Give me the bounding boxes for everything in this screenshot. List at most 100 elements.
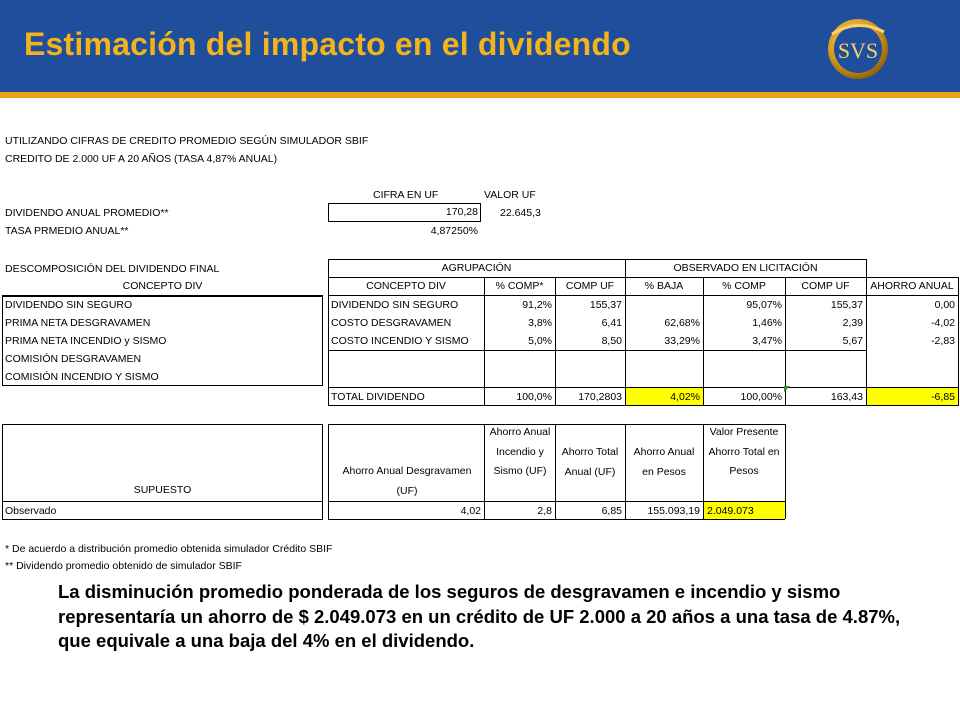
header-bar bbox=[0, 0, 960, 92]
table-cell: 155,37 bbox=[589, 299, 622, 311]
left-items-box bbox=[2, 296, 323, 386]
col-header: % BAJA bbox=[644, 280, 684, 292]
table-cell: 2,39 bbox=[842, 317, 863, 329]
left-concepto-header: CONCEPTO DIV bbox=[122, 280, 203, 292]
savings-header: Ahorro Anual Incendio y Sismo (UF) bbox=[489, 426, 551, 477]
grid-line bbox=[785, 277, 786, 405]
footnote-2: ** Dividendo promedio obtenido de simula… bbox=[5, 560, 242, 572]
savings-header: Ahorro Anual en Pesos bbox=[633, 446, 695, 478]
grid-line bbox=[555, 277, 556, 405]
grid-line bbox=[703, 277, 704, 405]
grid-line bbox=[328, 350, 866, 351]
grid-line bbox=[328, 519, 785, 520]
grid-line bbox=[785, 424, 786, 519]
svg-text:SVS: SVS bbox=[838, 38, 878, 63]
header-accent-stripe bbox=[0, 92, 960, 98]
intro-line-2: CREDITO DE 2.000 UF A 20 AÑOS (TASA 4,87… bbox=[5, 153, 278, 165]
total-cell: -6,85 bbox=[931, 391, 955, 403]
col-header: % COMP* bbox=[495, 280, 544, 292]
col-header: COMP UF bbox=[565, 280, 615, 292]
comment-marker-icon bbox=[784, 386, 790, 392]
total-cell: 163,43 bbox=[830, 391, 863, 403]
page-title: Estimación del impacto en el dividendo bbox=[24, 26, 631, 62]
tasa-value: 4,87250% bbox=[430, 225, 478, 237]
table-cell: 95,07% bbox=[746, 299, 782, 311]
grid-line bbox=[484, 424, 485, 519]
observado-label: Observado bbox=[5, 505, 57, 517]
grid-line bbox=[328, 259, 329, 405]
conclusion-paragraph: La disminución promedio ponderada de los… bbox=[58, 581, 901, 651]
table-cell: 91,2% bbox=[522, 299, 552, 311]
table-cell: 5,0% bbox=[528, 335, 552, 347]
table-cell: 33,29% bbox=[664, 335, 700, 347]
tasa-label: TASA PRMEDIO ANUAL** bbox=[5, 225, 129, 237]
footnote-1: * De acuerdo a distribución promedio obt… bbox=[5, 543, 333, 555]
total-cell: 170,2803 bbox=[578, 391, 622, 403]
table-cell: 8,50 bbox=[601, 335, 622, 347]
supuesto-header: SUPUESTO bbox=[133, 484, 192, 496]
dividendo-value-box bbox=[328, 203, 481, 222]
svs-logo: SVS bbox=[828, 19, 888, 79]
grid-line bbox=[625, 259, 626, 405]
dividendo-value: 170,28 bbox=[445, 206, 478, 218]
savings-header: Valor Presente Ahorro Total en Pesos bbox=[708, 426, 780, 477]
grid-line bbox=[328, 424, 329, 519]
group-agrupacion: AGRUPACIÓN bbox=[441, 262, 512, 274]
grid-line bbox=[328, 259, 866, 260]
table-cell: 0,00 bbox=[934, 299, 955, 311]
left-item: PRIMA NETA INCENDIO y SISMO bbox=[5, 335, 167, 347]
group-observado: OBSERVADO EN LICITACIÓN bbox=[673, 262, 818, 274]
highlight-ahorro-total bbox=[866, 388, 958, 405]
grid-line bbox=[866, 259, 867, 405]
grid-line bbox=[328, 387, 959, 388]
grid-line bbox=[328, 277, 959, 278]
table-cell: 3,47% bbox=[752, 335, 782, 347]
table-cell: COSTO DESGRAVAMEN bbox=[331, 317, 452, 329]
total-cell: 100,0% bbox=[516, 391, 552, 403]
dividendo-label: DIVIDENDO ANUAL PROMEDIO** bbox=[5, 207, 169, 219]
savings-value: 6,85 bbox=[601, 505, 622, 517]
table-cell: -2,83 bbox=[931, 335, 955, 347]
highlight-valor-presente bbox=[703, 502, 785, 519]
grid-line bbox=[328, 424, 785, 425]
col-header: COMP UF bbox=[801, 280, 850, 292]
left-item: DIVIDENDO SIN SEGURO bbox=[5, 299, 133, 311]
table-cell: 6,41 bbox=[601, 317, 622, 329]
col-header: CONCEPTO DIV bbox=[366, 280, 446, 292]
grid-line bbox=[2, 501, 323, 502]
table-cell: 3,8% bbox=[528, 317, 552, 329]
savings-header: Ahorro Anual Desgravamen (UF) bbox=[342, 465, 472, 497]
table-cell: 155,37 bbox=[830, 299, 863, 311]
col-cifra-header: CIFRA EN UF bbox=[373, 189, 439, 201]
savings-value: 155.093,19 bbox=[647, 505, 700, 517]
supuesto-box bbox=[2, 424, 323, 520]
valor-uf: 22.645,3 bbox=[500, 207, 541, 219]
grid-line bbox=[484, 277, 485, 405]
col-valor-header: VALOR UF bbox=[484, 189, 536, 201]
savings-value: 4,02 bbox=[460, 505, 481, 517]
grid-line bbox=[625, 424, 626, 519]
table-cell: 5,67 bbox=[842, 335, 863, 347]
left-item: PRIMA NETA DESGRAVAMEN bbox=[5, 317, 151, 329]
savings-value: 2,8 bbox=[537, 505, 552, 517]
table-cell: 1,46% bbox=[752, 317, 782, 329]
col-header: AHORRO ANUAL bbox=[870, 280, 954, 292]
left-item: COMISIÓN DESGRAVAMEN bbox=[5, 353, 142, 365]
total-cell: TOTAL DIVIDENDO bbox=[331, 391, 425, 403]
grid-line bbox=[703, 424, 704, 519]
savings-value: 2.049.073 bbox=[707, 505, 754, 517]
table-cell: 62,68% bbox=[664, 317, 700, 329]
grid-line bbox=[328, 501, 785, 502]
left-header-line bbox=[2, 295, 323, 296]
grid-line bbox=[328, 295, 959, 296]
table-cell: -4,02 bbox=[931, 317, 955, 329]
intro-line-1: UTILIZANDO CIFRAS DE CREDITO PROMEDIO SE… bbox=[5, 135, 369, 147]
grid-line bbox=[328, 405, 959, 406]
table-cell: DIVIDENDO SIN SEGURO bbox=[331, 299, 459, 311]
left-item: COMISIÓN INCENDIO Y SISMO bbox=[5, 371, 159, 383]
col-header: % COMP bbox=[722, 280, 766, 292]
grid-line bbox=[958, 277, 959, 405]
total-cell: 100,00% bbox=[740, 391, 782, 403]
table-cell: COSTO INCENDIO Y SISMO bbox=[331, 335, 469, 347]
